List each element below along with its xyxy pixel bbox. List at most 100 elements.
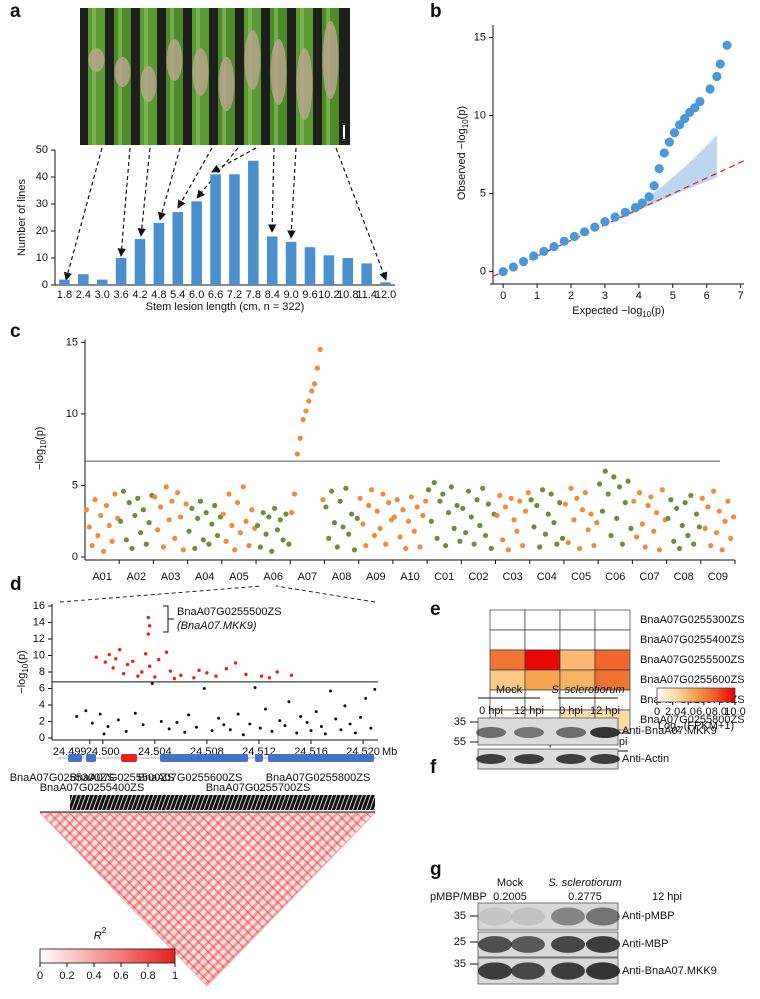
snp: [545, 511, 551, 517]
snp: [169, 498, 175, 504]
legend-title: R2: [94, 926, 107, 942]
snp: [445, 510, 452, 516]
snp: [713, 530, 720, 536]
snp: [485, 501, 491, 507]
label-part: Expected −log: [572, 305, 642, 317]
snp: [719, 547, 725, 553]
blot-band: [551, 936, 585, 953]
qq-point: [630, 203, 641, 213]
snp: [625, 478, 631, 484]
antibody-label: Anti-Actin: [622, 753, 669, 765]
qq-point: [610, 212, 620, 222]
y-tick-label: 16: [33, 600, 45, 612]
x-tick-label: 3.6: [113, 289, 128, 301]
snp: [103, 660, 108, 664]
y-tick-label: 5: [480, 187, 486, 199]
snp: [702, 525, 708, 531]
colorbar-tick-label: 4.0: [681, 706, 696, 718]
lesion: [244, 30, 261, 90]
diagonal: [492, 160, 745, 277]
lesion: [218, 57, 235, 111]
snp: [90, 721, 94, 725]
snp: [314, 365, 320, 371]
snp: [369, 726, 373, 730]
gene-label: BnaA07G0255400ZS: [40, 782, 145, 794]
bar: [304, 247, 316, 285]
snp: [135, 495, 141, 501]
ratio-value: 0.2005: [493, 891, 527, 903]
snp: [180, 547, 186, 553]
qq-point: [644, 192, 654, 202]
x-tick-label: A06: [263, 571, 283, 583]
qq-point: [600, 217, 610, 227]
snp: [596, 481, 603, 487]
legend-bar: [39, 948, 176, 964]
snp: [146, 520, 152, 526]
snp: [244, 672, 248, 677]
snp: [639, 521, 645, 527]
snp: [542, 531, 549, 537]
snp: [562, 501, 568, 507]
snp: [348, 511, 355, 517]
snp: [497, 492, 503, 499]
row-label: BnaA07G0255800ZS: [640, 714, 745, 726]
qq-point: [620, 207, 630, 217]
lesion: [114, 57, 131, 87]
bar: [96, 279, 108, 285]
snp: [249, 507, 255, 513]
snp: [454, 502, 460, 509]
snp: [366, 502, 372, 509]
snp: [289, 510, 295, 516]
snp: [98, 512, 104, 519]
snp: [551, 520, 557, 526]
snp: [708, 542, 714, 549]
snp: [294, 451, 300, 457]
snp: [431, 479, 437, 486]
snp: [505, 547, 511, 553]
row-label: BnaA07G0255400ZS: [640, 634, 745, 646]
snp: [214, 532, 221, 539]
x-tick-label: A08: [332, 571, 352, 583]
scale-bar: [343, 125, 345, 139]
heatmap-cell: [594, 609, 631, 631]
snp: [520, 542, 526, 549]
snp: [502, 504, 509, 510]
snp: [508, 495, 514, 501]
snp: [270, 729, 274, 733]
snp: [420, 512, 426, 519]
arrows: [63, 147, 388, 281]
y-tick-label: 15: [474, 31, 486, 43]
snp: [236, 712, 240, 716]
heatmap-cell: [559, 609, 596, 631]
snp: [159, 720, 163, 723]
antibody-label: Anti-MBP: [622, 938, 668, 950]
snp: [525, 490, 531, 496]
snp: [283, 511, 289, 517]
stem-highlight: [92, 8, 96, 145]
snp: [705, 504, 711, 510]
bar: [229, 174, 240, 285]
panel-label: e: [430, 599, 441, 620]
snp: [334, 544, 340, 550]
snp: [257, 544, 263, 550]
x-tick-label: C06: [605, 571, 625, 583]
snp: [202, 687, 206, 690]
heatmap-cell: [594, 649, 631, 671]
snp: [183, 730, 187, 734]
snp: [354, 515, 360, 521]
y-tick-label: 20: [36, 225, 48, 237]
blot-band: [514, 727, 544, 738]
snp: [94, 655, 98, 659]
snp: [534, 502, 540, 509]
lesion: [192, 48, 209, 96]
qq-point: [669, 128, 680, 138]
snp: [588, 511, 594, 517]
snp: [287, 700, 291, 704]
marker-label: 35: [454, 958, 466, 970]
x-tick-label: 3: [602, 290, 608, 302]
snp: [214, 674, 218, 678]
gene: [255, 754, 263, 762]
colorbar: [656, 687, 736, 703]
snp: [451, 525, 457, 531]
